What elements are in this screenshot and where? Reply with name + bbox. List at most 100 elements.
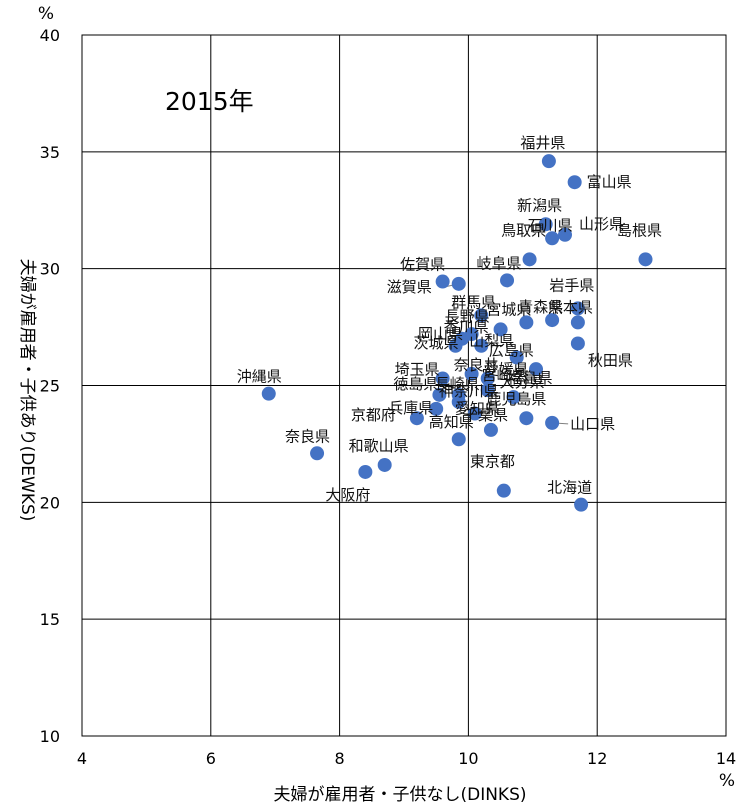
data-point bbox=[574, 497, 589, 512]
data-point bbox=[429, 401, 444, 416]
x-tick-label: 12 bbox=[587, 749, 607, 768]
data-point bbox=[483, 422, 498, 437]
point-label: 宮崎県 bbox=[482, 366, 527, 384]
point-label: 広島県 bbox=[489, 341, 534, 359]
point-label: 兵庫県 bbox=[388, 399, 433, 417]
point-label: 山梨県 bbox=[469, 332, 514, 350]
data-point bbox=[474, 338, 489, 353]
y-tick-label: 10 bbox=[40, 727, 60, 746]
y-tick-label: 25 bbox=[40, 377, 60, 396]
point-label: 大阪府 bbox=[325, 486, 370, 504]
point-label: 島根県 bbox=[617, 221, 662, 239]
data-point bbox=[500, 273, 515, 288]
point-label: 福島県 bbox=[508, 369, 553, 387]
point-label: 奈良県 bbox=[285, 427, 330, 445]
tick-labels: 4 6 8 10 12 14 10 15 20 25 30 35 40 bbox=[40, 26, 737, 768]
point-label: 山形県 bbox=[579, 215, 624, 233]
data-point bbox=[409, 411, 424, 426]
point-label: 青森県 bbox=[518, 298, 563, 316]
point-label: 香川県 bbox=[444, 318, 489, 336]
point-label: 富山県 bbox=[587, 173, 632, 191]
data-point bbox=[474, 308, 489, 323]
point-label: 佐賀県 bbox=[400, 256, 445, 274]
data-point bbox=[570, 336, 585, 351]
point-label: 徳島県 bbox=[393, 375, 438, 393]
y-tick-label: 30 bbox=[40, 260, 60, 279]
data-point bbox=[522, 252, 537, 267]
data-point bbox=[464, 327, 479, 342]
y-tick-label: 20 bbox=[40, 493, 60, 512]
data-point bbox=[451, 276, 466, 291]
point-label: 茨城県 bbox=[414, 334, 459, 352]
point-label: 岡山県 bbox=[418, 325, 463, 343]
point-label: 石川県 bbox=[528, 216, 573, 234]
data-point bbox=[432, 387, 447, 402]
plot-area-border bbox=[81, 34, 727, 737]
point-label: 岩手県 bbox=[549, 276, 594, 294]
point-label: 和歌山県 bbox=[349, 437, 409, 455]
point-label: 大分県 bbox=[499, 373, 544, 391]
data-point bbox=[570, 315, 585, 330]
data-point bbox=[545, 415, 560, 430]
data-point bbox=[567, 175, 582, 190]
point-label: 鳥取県 bbox=[501, 221, 546, 239]
point-label: 福井県 bbox=[520, 134, 565, 152]
point-label: 長野県 bbox=[445, 307, 490, 325]
y-axis-unit: % bbox=[38, 4, 54, 24]
point-label: 宮城県 bbox=[486, 300, 531, 318]
y-axis-title: 夫婦が雇用者・子供あり(DEWKS) bbox=[17, 259, 37, 522]
data-points bbox=[261, 154, 653, 512]
point-label: 奈良井 bbox=[454, 356, 499, 374]
point-label: 鹿児島県 bbox=[486, 390, 546, 408]
point-label: 滋賀県 bbox=[387, 278, 432, 296]
x-tick-label: 4 bbox=[77, 749, 87, 768]
data-point bbox=[480, 371, 495, 386]
data-point bbox=[480, 383, 495, 398]
data-point bbox=[529, 362, 544, 377]
y-tick-label: 15 bbox=[40, 610, 60, 629]
y-tick-label: 40 bbox=[40, 26, 60, 45]
point-label: 山口県 bbox=[570, 415, 615, 433]
point-label: 群馬県 bbox=[451, 293, 496, 311]
data-point bbox=[496, 483, 511, 498]
point-label: 京都府 bbox=[351, 406, 396, 424]
data-point bbox=[519, 411, 534, 426]
data-point bbox=[377, 457, 392, 472]
point-label: 埼玉県 bbox=[395, 360, 440, 378]
data-point bbox=[464, 366, 479, 381]
point-label: 北海道 bbox=[547, 479, 592, 497]
data-point bbox=[541, 154, 556, 169]
point-label: 熊本県 bbox=[548, 298, 593, 316]
data-point bbox=[358, 464, 373, 479]
data-point bbox=[570, 301, 585, 316]
point-label: 沖縄県 bbox=[237, 368, 282, 386]
data-point bbox=[310, 446, 325, 461]
data-point bbox=[519, 315, 534, 330]
data-point bbox=[451, 432, 466, 447]
point-label: 愛媛県 bbox=[484, 360, 529, 378]
point-label: 千葉県 bbox=[463, 406, 508, 424]
data-point bbox=[638, 252, 653, 267]
data-point bbox=[493, 322, 508, 337]
x-tick-label: 6 bbox=[206, 749, 216, 768]
x-axis-unit: % bbox=[719, 771, 735, 791]
data-point bbox=[538, 217, 553, 232]
y-tick-label: 35 bbox=[40, 143, 60, 162]
point-label: 高知県 bbox=[429, 413, 474, 431]
x-tick-label: 8 bbox=[335, 749, 345, 768]
point-label: 神奈川県 bbox=[439, 382, 499, 400]
point-label: 長崎県 bbox=[435, 375, 480, 393]
point-label: 岐阜県 bbox=[477, 254, 522, 272]
data-point bbox=[506, 390, 521, 405]
x-tick-label: 14 bbox=[716, 749, 736, 768]
year-annotation: 2015年 bbox=[165, 87, 254, 116]
point-label: 愛知県 bbox=[455, 400, 500, 418]
data-point bbox=[451, 394, 466, 409]
data-point bbox=[558, 227, 572, 242]
point-label: 新潟県 bbox=[517, 196, 562, 214]
data-point bbox=[467, 406, 482, 421]
data-point bbox=[261, 386, 276, 401]
data-point bbox=[545, 313, 560, 328]
